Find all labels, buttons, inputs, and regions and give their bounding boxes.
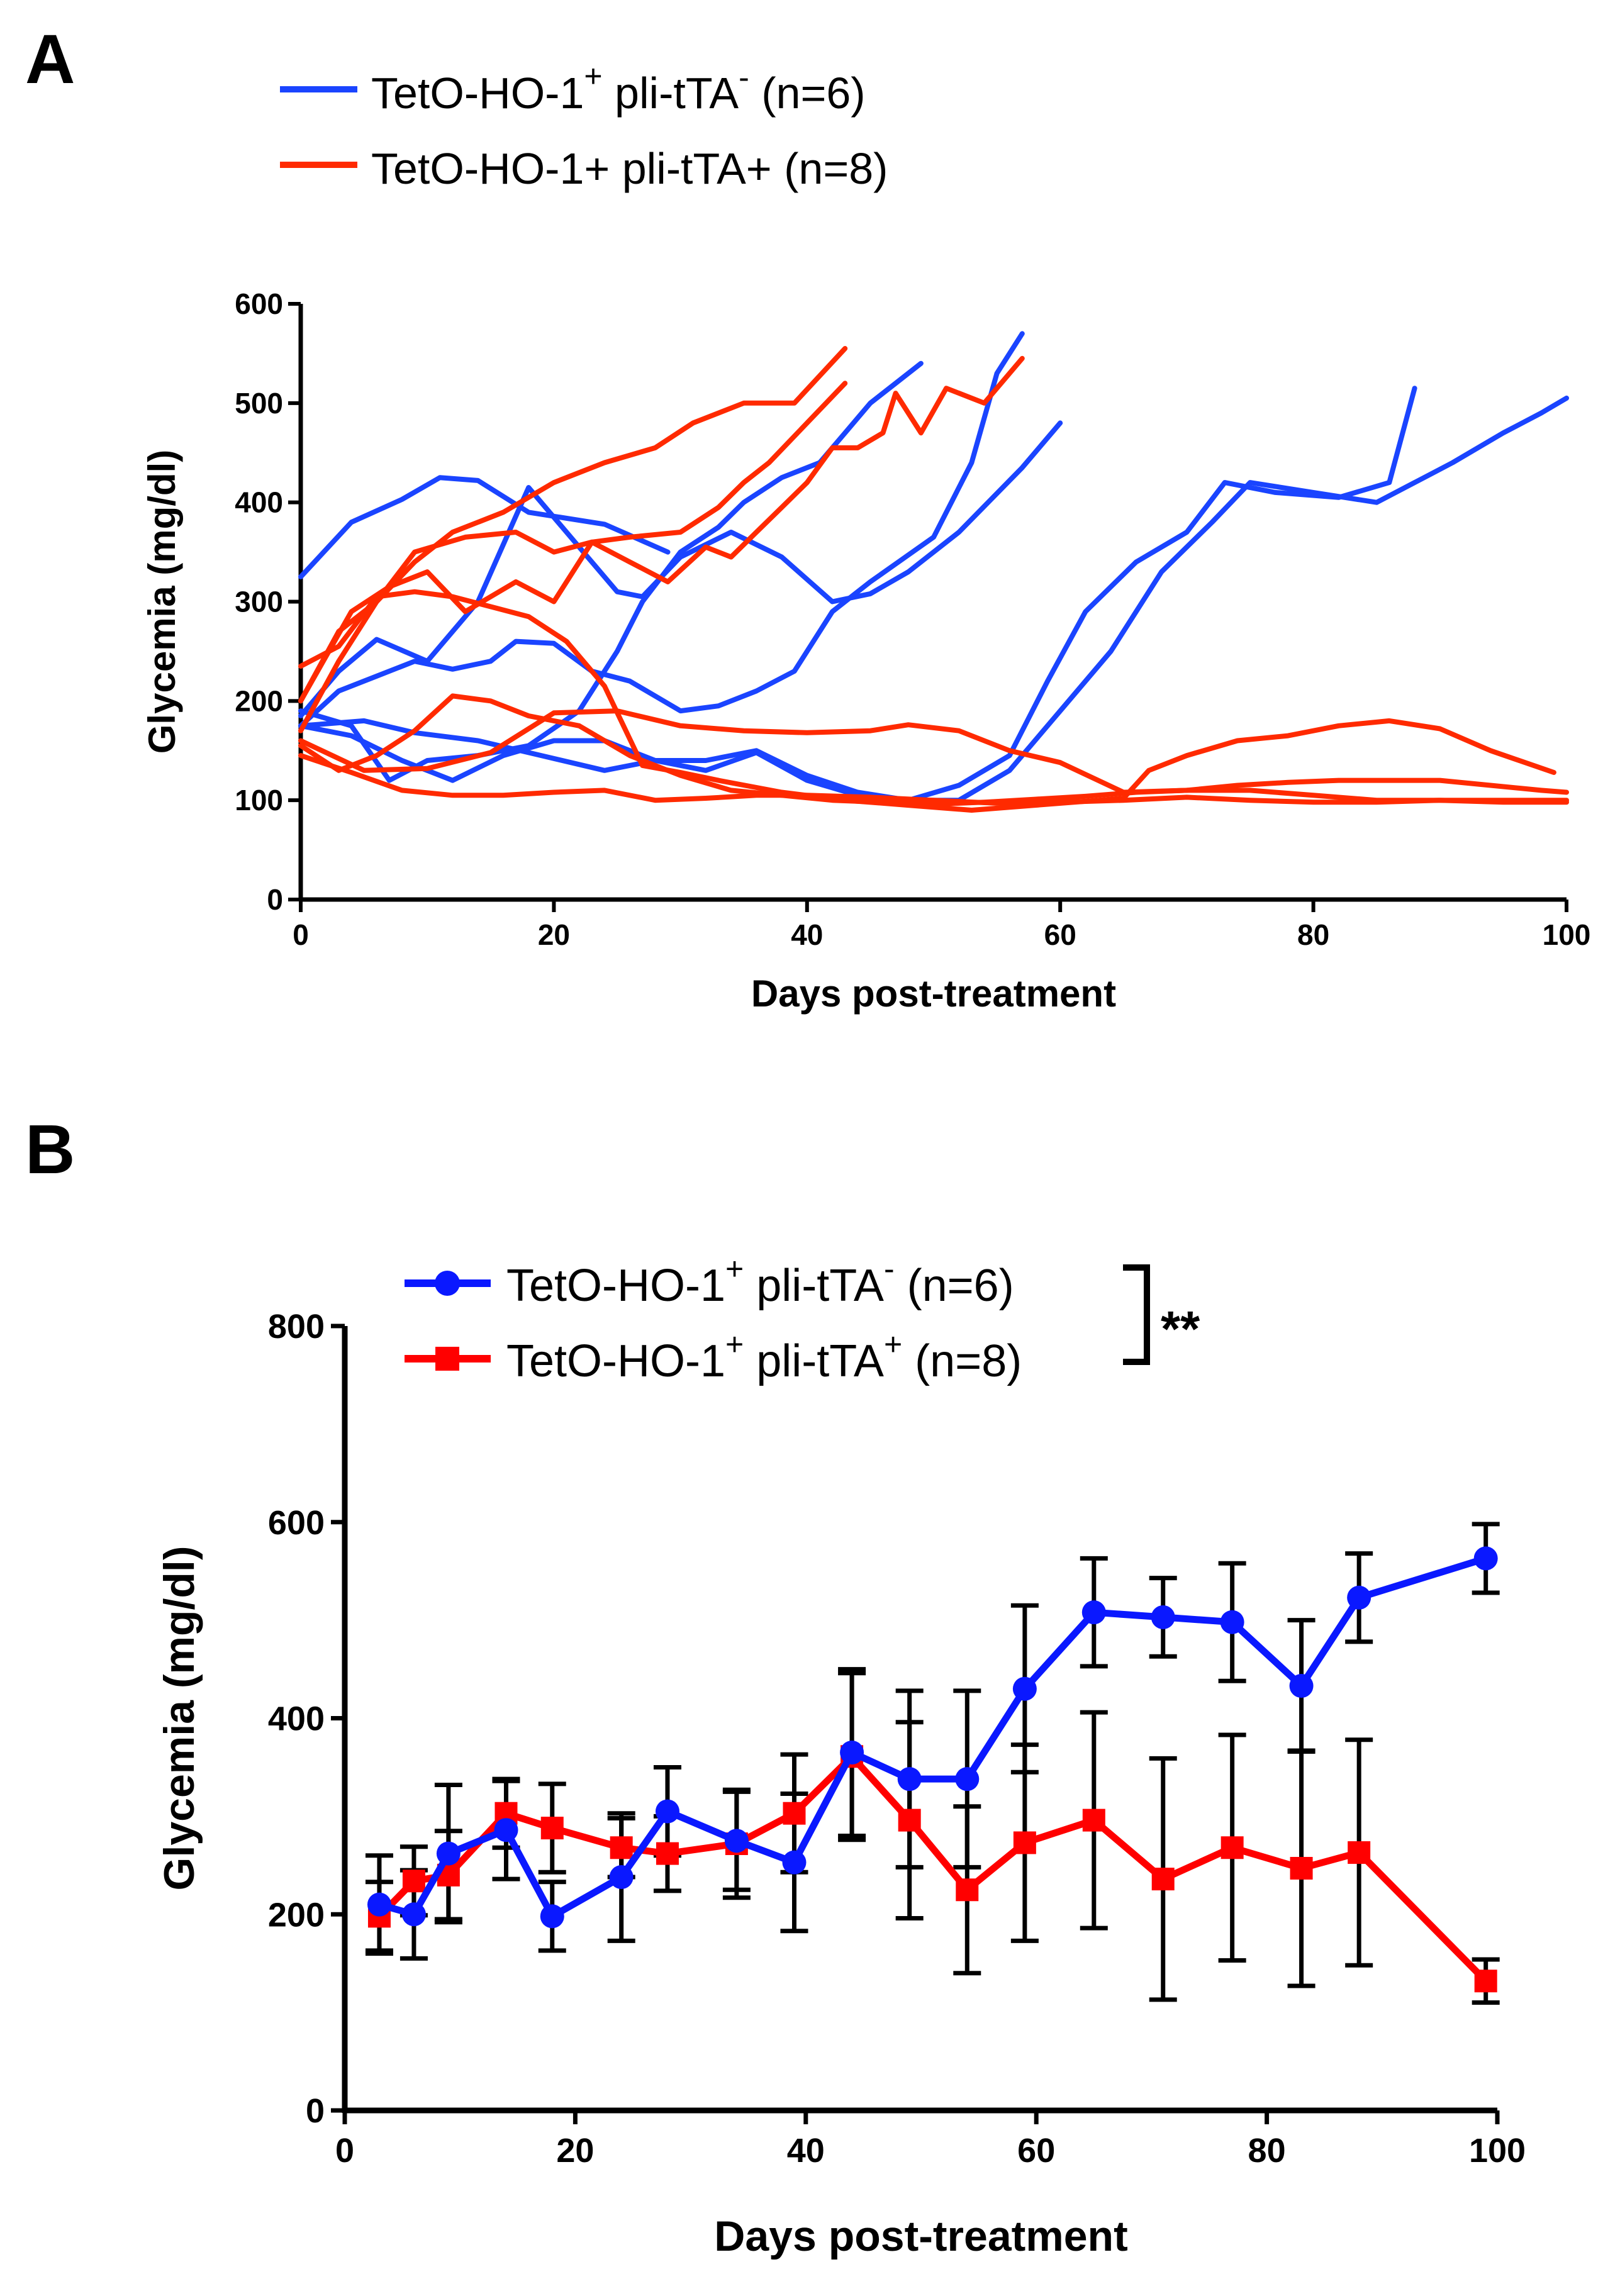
panel-b-point-pos <box>956 1878 979 1902</box>
panel-a-x-tick-label: 40 <box>791 918 823 951</box>
panel-b-x-tick-label: 20 <box>556 2132 594 2170</box>
panel-b-x-tick-label: 100 <box>1469 2132 1526 2170</box>
panel-b-axes: 0 20 40 60 80 100 0 200 400 600 800 Days post-treat… <box>155 1308 1526 2260</box>
panel-a-x-tick-label: 80 <box>1297 918 1329 951</box>
panel-a-legend-label-pos: TetO-HO-1+ pli-tTA+ (n=8) <box>371 144 888 193</box>
panel-b-point-neg <box>1081 1600 1106 1625</box>
panel-b-point-pos <box>1474 1970 1497 1993</box>
panel-a-x-axis-label: Days post-treatment <box>751 972 1116 1015</box>
panel-b-point-neg <box>540 1904 564 1929</box>
panel-b-y-tick-label: 200 <box>268 1896 325 1934</box>
panel-a-y-tick-label: 200 <box>235 684 283 717</box>
panel-b-x-axis-label: Days post-treatment <box>714 2212 1128 2260</box>
panel-a-series-line-pos-13 <box>298 753 1569 806</box>
panel-b-point-neg <box>1347 1585 1371 1610</box>
panel-b-point-neg <box>1473 1546 1498 1571</box>
panel-b-point-neg <box>609 1865 634 1890</box>
panel-a-x-tick-label: 60 <box>1044 918 1076 951</box>
panel-b-significance-bracket <box>1123 1264 1150 1365</box>
panel-a-y-tick-label: 300 <box>235 586 283 618</box>
panel-a-y-tick-label: 500 <box>235 387 283 420</box>
panel-a-y-axis-label: Glycemia (mg/dl) <box>141 450 183 754</box>
panel-b-point-neg <box>897 1767 922 1792</box>
panel-a-series-line-pos-12 <box>298 708 1569 803</box>
panel-b-point-neg <box>655 1799 679 1824</box>
panel-b-y-axis-label: Glycemia (mg/dl) <box>155 1546 203 1891</box>
panel-a-axes: 0 20 40 60 80 100 0 100 200 300 400 500 600 Days post… <box>141 287 1590 1015</box>
panel-b-y-tick-label: 600 <box>268 1504 325 1542</box>
panel-a-series-line-neg-4 <box>298 360 924 783</box>
panel-b-y-tick-label: 800 <box>268 1308 325 1346</box>
panel-b-legend: TetO-HO-1+ pli-tTA- (n=6) TetO-HO-1+ pli-… <box>405 1251 1200 1386</box>
panel-b-x-tick-label: 0 <box>335 2132 354 2170</box>
panel-b-point-neg <box>840 1741 864 1765</box>
panel-a-y-tick-label: 100 <box>235 784 283 816</box>
panel-a-series <box>298 331 1569 813</box>
panel-b-chart: 0 20 40 60 80 100 0 200 400 600 800 Days post-treat… <box>155 1251 1526 2260</box>
panel-b-point-neg <box>724 1829 749 1853</box>
panel-b-legend-label-neg: TetO-HO-1+ pli-tTA- (n=6) <box>506 1251 1014 1311</box>
panel-b-point-neg <box>401 1902 426 1927</box>
panel-b-point-pos <box>402 1870 425 1893</box>
panel-b-point-neg <box>1012 1676 1037 1701</box>
panel-b-point-neg <box>955 1767 980 1792</box>
panel-a-series-line-pos-11 <box>298 693 1569 807</box>
panel-b-legend-label-pos: TetO-HO-1+ pli-tTA+ (n=8) <box>506 1327 1022 1386</box>
panel-b-point-pos <box>1151 1868 1175 1891</box>
panel-b-y-tick-label: 400 <box>268 1700 325 1738</box>
panel-b-point-pos <box>898 1808 921 1832</box>
panel-a-x-tick-label: 0 <box>293 918 309 951</box>
panel-b-point-pos <box>783 1802 806 1825</box>
panel-b-point-neg <box>367 1892 391 1917</box>
panel-a-letter: A <box>25 21 75 98</box>
panel-b-point-pos <box>1082 1808 1105 1832</box>
panel-b-point-pos <box>1013 1831 1036 1854</box>
panel-a-series-line-pos-8 <box>298 346 848 733</box>
panel-a-x-tick-label: 100 <box>1543 918 1591 951</box>
panel-b-legend-marker-pos <box>435 1347 459 1371</box>
panel-b-point-pos <box>610 1836 633 1859</box>
panel-b-series-line-pos <box>377 1753 1489 1984</box>
panel-a-series-line-neg-1 <box>298 475 671 579</box>
panel-b-point-pos <box>1348 1841 1371 1864</box>
panel-b-x-tick-label: 40 <box>787 2132 825 2170</box>
panel-a-y-tick-label: 400 <box>235 486 283 519</box>
panel-b-error-bars <box>365 1522 1500 2005</box>
panel-a-y-tick-label: 600 <box>235 287 283 320</box>
panel-b-point-neg <box>1220 1610 1244 1634</box>
panel-a-y-tick-label: 0 <box>267 883 283 916</box>
panel-a-series-line-neg-3 <box>298 331 1025 728</box>
panel-b-point-pos <box>540 1817 564 1840</box>
panel-b-point-pos <box>1221 1836 1244 1859</box>
panel-b-point-neg <box>436 1841 461 1866</box>
panel-b-x-tick-label: 60 <box>1017 2132 1055 2170</box>
panel-a-chart: 0 20 40 60 80 100 0 100 200 300 400 500 600 Days post… <box>141 59 1590 1015</box>
panel-b-point-pos <box>1290 1856 1313 1880</box>
panel-b-series <box>367 1546 1498 1993</box>
panel-b-letter: B <box>25 1111 75 1188</box>
panel-a-series-line-pos-9 <box>298 355 1025 704</box>
panel-b-significance-label: ** <box>1161 1301 1200 1357</box>
panel-a-legend-label-neg: TetO-HO-1+ pli-tTA- (n=6) <box>371 59 866 118</box>
panel-b-x-tick-label: 80 <box>1248 2132 1286 2170</box>
panel-a-x-tick-label: 20 <box>538 918 570 951</box>
panel-b-point-neg <box>494 1818 518 1842</box>
panel-b-point-neg <box>782 1850 807 1875</box>
panel-a-legend: TetO-HO-1+ pli-tTA- (n=6) TetO-HO-1+ pli-… <box>280 59 888 193</box>
panel-b-point-neg <box>1289 1674 1314 1698</box>
panel-b-point-neg <box>1151 1605 1175 1629</box>
panel-b-y-tick-label: 0 <box>306 2092 325 2130</box>
panel-b-legend-marker-neg <box>435 1271 460 1296</box>
panel-b-point-pos <box>656 1842 679 1865</box>
